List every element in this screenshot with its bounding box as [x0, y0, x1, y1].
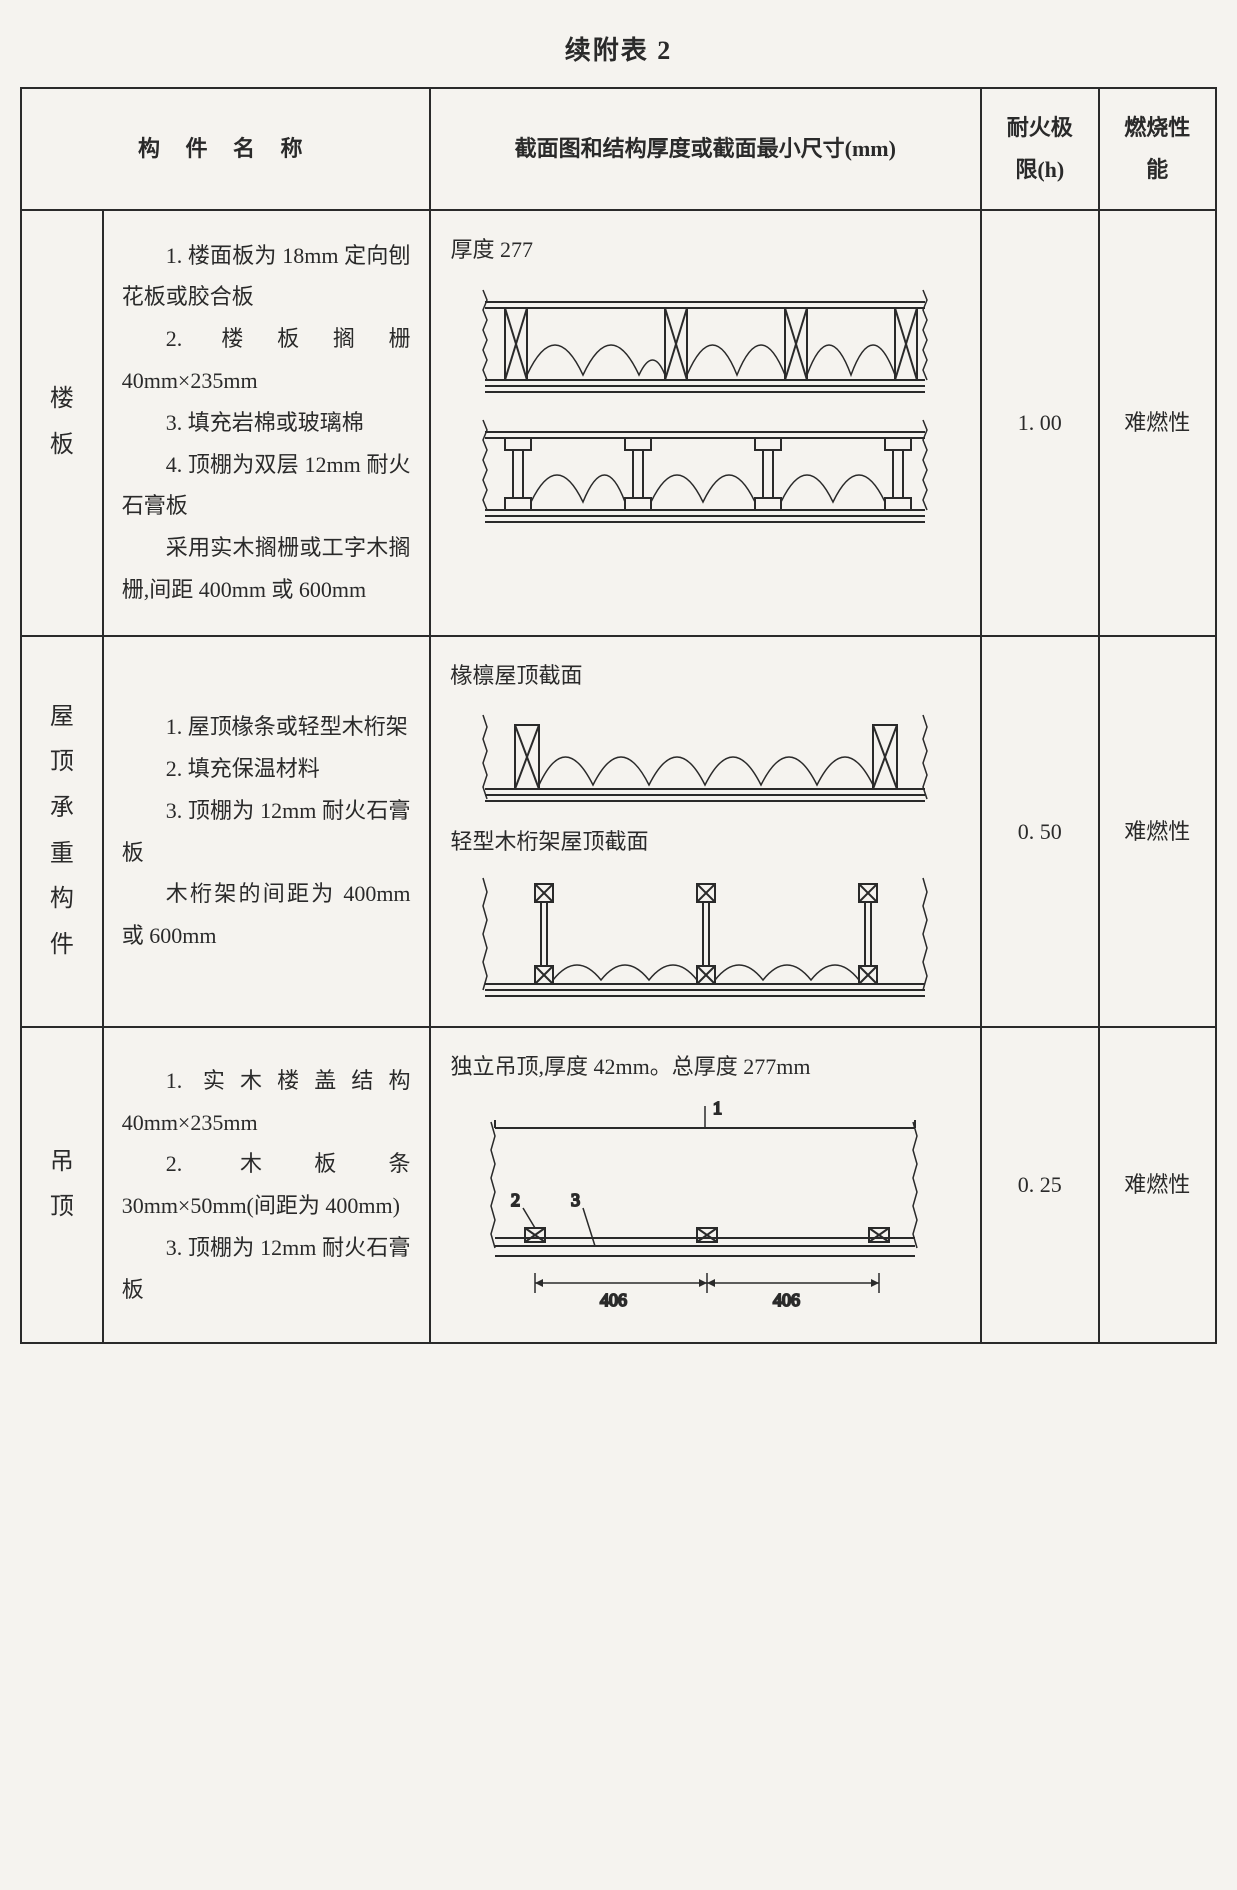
desc-line: 2. 填充保温材料 [122, 748, 411, 790]
cell-desc-ceiling: 1. 实木楼盖结构 40mm×235mm 2. 木板条 30mm×50mm(间距… [103, 1027, 430, 1343]
dim-label-1: 406 [600, 1290, 627, 1310]
cell-burn-floor: 难燃性 [1099, 210, 1216, 636]
desc-line: 3. 填充岩棉或玻璃棉 [122, 402, 411, 444]
desc-line: 3. 顶棚为 12mm 耐火石膏板 [122, 790, 411, 874]
floor-section-solid-icon [465, 280, 945, 410]
table-row: 屋顶承重构件 1. 屋顶椽条或轻型木桁架 2. 填充保温材料 3. 顶棚为 12… [21, 636, 1216, 1028]
desc-line: 木桁架的间距为 400mm 或 600mm [122, 873, 411, 957]
table-row: 楼板 1. 楼面板为 18mm 定向刨花板或胶合板 2. 楼板搁栅 40mm×2… [21, 210, 1216, 636]
cell-burn-roof: 难燃性 [1099, 636, 1216, 1028]
desc-line: 采用实木搁栅或工字木搁栅,间距 400mm 或 600mm [122, 527, 411, 611]
callout-1: 1 [713, 1098, 722, 1118]
dim-label-2: 406 [773, 1290, 800, 1310]
hdr-fire-limit: 耐火极限(h) [981, 88, 1098, 210]
spec-table: 构 件 名 称 截面图和结构厚度或截面最小尺寸(mm) 耐火极限(h) 燃烧性能… [20, 87, 1217, 1344]
callout-3: 3 [571, 1190, 580, 1210]
cell-burn-ceiling: 难燃性 [1099, 1027, 1216, 1343]
roof-truss-section-icon [465, 872, 945, 1012]
page-title: 续附表 2 [20, 30, 1217, 67]
desc-line: 2. 木板条 30mm×50mm(间距为 400mm) [122, 1143, 411, 1227]
cell-diagram-floor: 厚度 277 [430, 210, 982, 636]
desc-line: 1. 屋顶椽条或轻型木桁架 [122, 706, 411, 748]
hdr-burn-perf: 燃烧性能 [1099, 88, 1216, 210]
desc-line: 3. 顶棚为 12mm 耐火石膏板 [122, 1227, 411, 1311]
desc-line: 1. 楼面板为 18mm 定向刨花板或胶合板 [122, 235, 411, 319]
hdr-component: 构 件 名 称 [21, 88, 430, 210]
cell-category-ceiling: 吊顶 [21, 1027, 103, 1343]
table-row: 吊顶 1. 实木楼盖结构 40mm×235mm 2. 木板条 30mm×50mm… [21, 1027, 1216, 1343]
cell-fire-floor: 1. 00 [981, 210, 1098, 636]
cell-diagram-roof: 椽檩屋顶截面 轻型木桁架屋顶截面 [430, 636, 982, 1028]
desc-line: 2. 楼板搁栅 40mm×235mm [122, 318, 411, 402]
diagram-caption: 椽檩屋顶截面 [451, 655, 967, 697]
cell-fire-ceiling: 0. 25 [981, 1027, 1098, 1343]
diagram-caption: 厚度 277 [451, 229, 967, 271]
callout-2: 2 [511, 1190, 520, 1210]
cell-category-floor: 楼板 [21, 210, 103, 636]
floor-section-ijoist-icon [465, 410, 945, 540]
roof-rafter-section-icon [465, 707, 945, 817]
cell-desc-roof: 1. 屋顶椽条或轻型木桁架 2. 填充保温材料 3. 顶棚为 12mm 耐火石膏… [103, 636, 430, 1028]
cell-diagram-ceiling: 独立吊顶,厚度 42mm。总厚度 277mm 1 [430, 1027, 982, 1343]
cell-fire-roof: 0. 50 [981, 636, 1098, 1028]
diagram-caption: 独立吊顶,厚度 42mm。总厚度 277mm [451, 1046, 967, 1088]
table-header-row: 构 件 名 称 截面图和结构厚度或截面最小尺寸(mm) 耐火极限(h) 燃烧性能 [21, 88, 1216, 210]
desc-line: 4. 顶棚为双层 12mm 耐火石膏板 [122, 444, 411, 528]
desc-line: 1. 实木楼盖结构 40mm×235mm [122, 1060, 411, 1144]
diagram-caption: 轻型木桁架屋顶截面 [451, 821, 967, 863]
cell-category-roof: 屋顶承重构件 [21, 636, 103, 1028]
hdr-diagram: 截面图和结构厚度或截面最小尺寸(mm) [430, 88, 982, 210]
cell-desc-floor: 1. 楼面板为 18mm 定向刨花板或胶合板 2. 楼板搁栅 40mm×235m… [103, 210, 430, 636]
ceiling-section-icon: 1 2 [465, 1098, 945, 1328]
